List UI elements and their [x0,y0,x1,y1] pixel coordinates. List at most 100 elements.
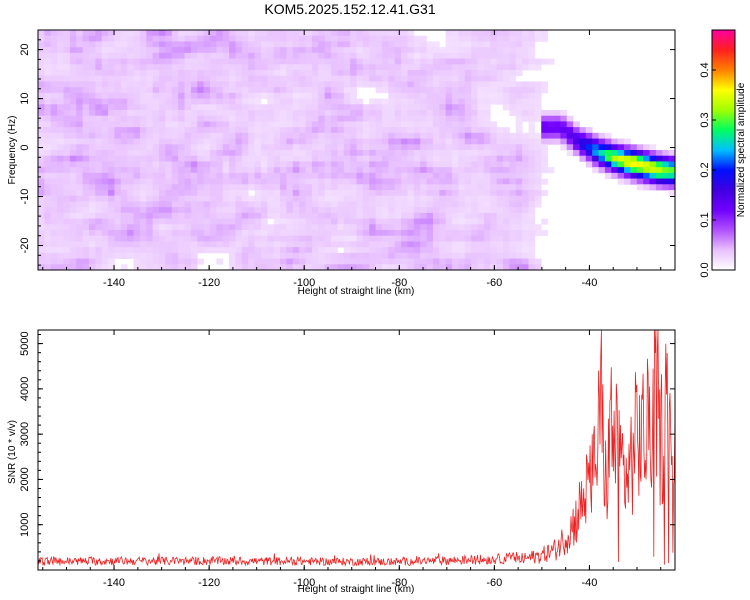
heatmap-cell [108,235,115,242]
heatmap-cell [407,207,415,214]
heatmap-cell [50,247,58,254]
heatmap-cell [471,155,478,162]
heatmap-cell [528,264,536,271]
heatmap-cell [114,155,122,162]
heatmap-cell [375,47,383,54]
heatmap-cell [108,201,115,208]
heatmap-cell [471,70,478,77]
heatmap-cell [88,132,96,139]
heatmap-cell [57,201,64,208]
heatmap-cell [76,155,83,162]
heatmap-cell [464,70,472,77]
heatmap-cell [426,52,434,59]
heatmap-cell [509,252,517,259]
heatmap-cell [69,224,77,231]
heatmap-cell [139,212,147,219]
heatmap-cell [178,110,185,117]
heatmap-cell [331,30,338,37]
heatmap-cell [229,98,236,105]
heatmap-cell [69,110,77,117]
heatmap-cell [114,212,122,219]
heatmap-cell [133,224,141,231]
heatmap-cell [356,127,364,134]
heatmap-cell [503,224,510,231]
heatmap-cell [356,35,364,42]
heatmap-cell [216,212,224,219]
heatmap-cell [152,35,160,42]
heatmap-cell [292,64,300,71]
heatmap-cell [108,92,115,99]
heatmap-cell [286,81,294,88]
heatmap-cell [44,58,52,65]
heatmap-cell [490,258,498,265]
heatmap-cell [139,104,147,111]
heatmap-cell [120,155,128,162]
heatmap-cell [171,41,179,48]
heatmap-cell [241,241,249,248]
heatmap-cell [305,110,313,117]
heatmap-cell [241,92,249,99]
heatmap-cell [273,155,281,162]
heatmap-cell [292,161,300,168]
heatmap-cell [458,35,466,42]
heatmap-cell [152,178,160,185]
heatmap-cell [585,150,593,157]
heatmap-cell [356,121,364,128]
heatmap-cell [534,87,542,94]
heatmap-cell [229,184,236,191]
heatmap-cell [630,172,638,179]
heatmap-cell [432,201,440,208]
heatmap-cell [57,150,64,157]
heatmap-cell [254,224,262,231]
heatmap-cell [38,47,45,54]
heatmap-cell [267,144,275,151]
heatmap-cell [426,224,434,231]
heatmap-cell [197,127,205,134]
heatmap-cell [69,178,77,185]
heatmap-cell [50,258,58,265]
heatmap-cell [477,64,485,71]
heatmap-cell [127,81,134,88]
heatmap-cell [662,172,670,179]
heatmap-cell [439,47,447,54]
heatmap-cell [184,92,192,99]
heatmap-cell [401,161,408,168]
heatmap-cell [522,87,529,94]
heatmap-cell [165,247,173,254]
heatmap-cell [432,247,440,254]
heatmap-cell [318,47,326,54]
heatmap-cell [248,30,255,37]
heatmap-cell [305,224,313,231]
heatmap-cell [235,252,243,259]
heatmap-cell [184,247,192,254]
heatmap-cell [178,121,185,128]
heatmap-cell [44,41,52,48]
heatmap-cell [299,230,306,237]
heatmap-cell [63,41,71,48]
heatmap-cell [44,235,52,242]
heatmap-cell [267,47,275,54]
heatmap-cell [241,41,249,48]
heatmap-cell [420,201,427,208]
heatmap-cell [432,115,440,122]
heatmap-cell [241,70,249,77]
heatmap-cell [50,190,58,197]
heatmap-cell [190,195,198,202]
heatmap-cell [203,87,211,94]
heatmap-cell [464,64,472,71]
heatmap-cell [522,58,529,65]
heatmap-cell [273,224,281,231]
heatmap-cell [375,201,383,208]
heatmap-cell [88,150,96,157]
heatmap-cell [235,35,243,42]
heatmap-cell [509,184,517,191]
heatmap-cell [260,144,268,151]
heatmap-cell [350,81,357,88]
heatmap-cell [280,115,287,122]
heatmap-cell [260,172,268,179]
heatmap-cell [522,258,529,265]
heatmap-cell [432,41,440,48]
heatmap-cell [101,201,109,208]
heatmap-cell [477,144,485,151]
heatmap-cell [369,195,377,202]
